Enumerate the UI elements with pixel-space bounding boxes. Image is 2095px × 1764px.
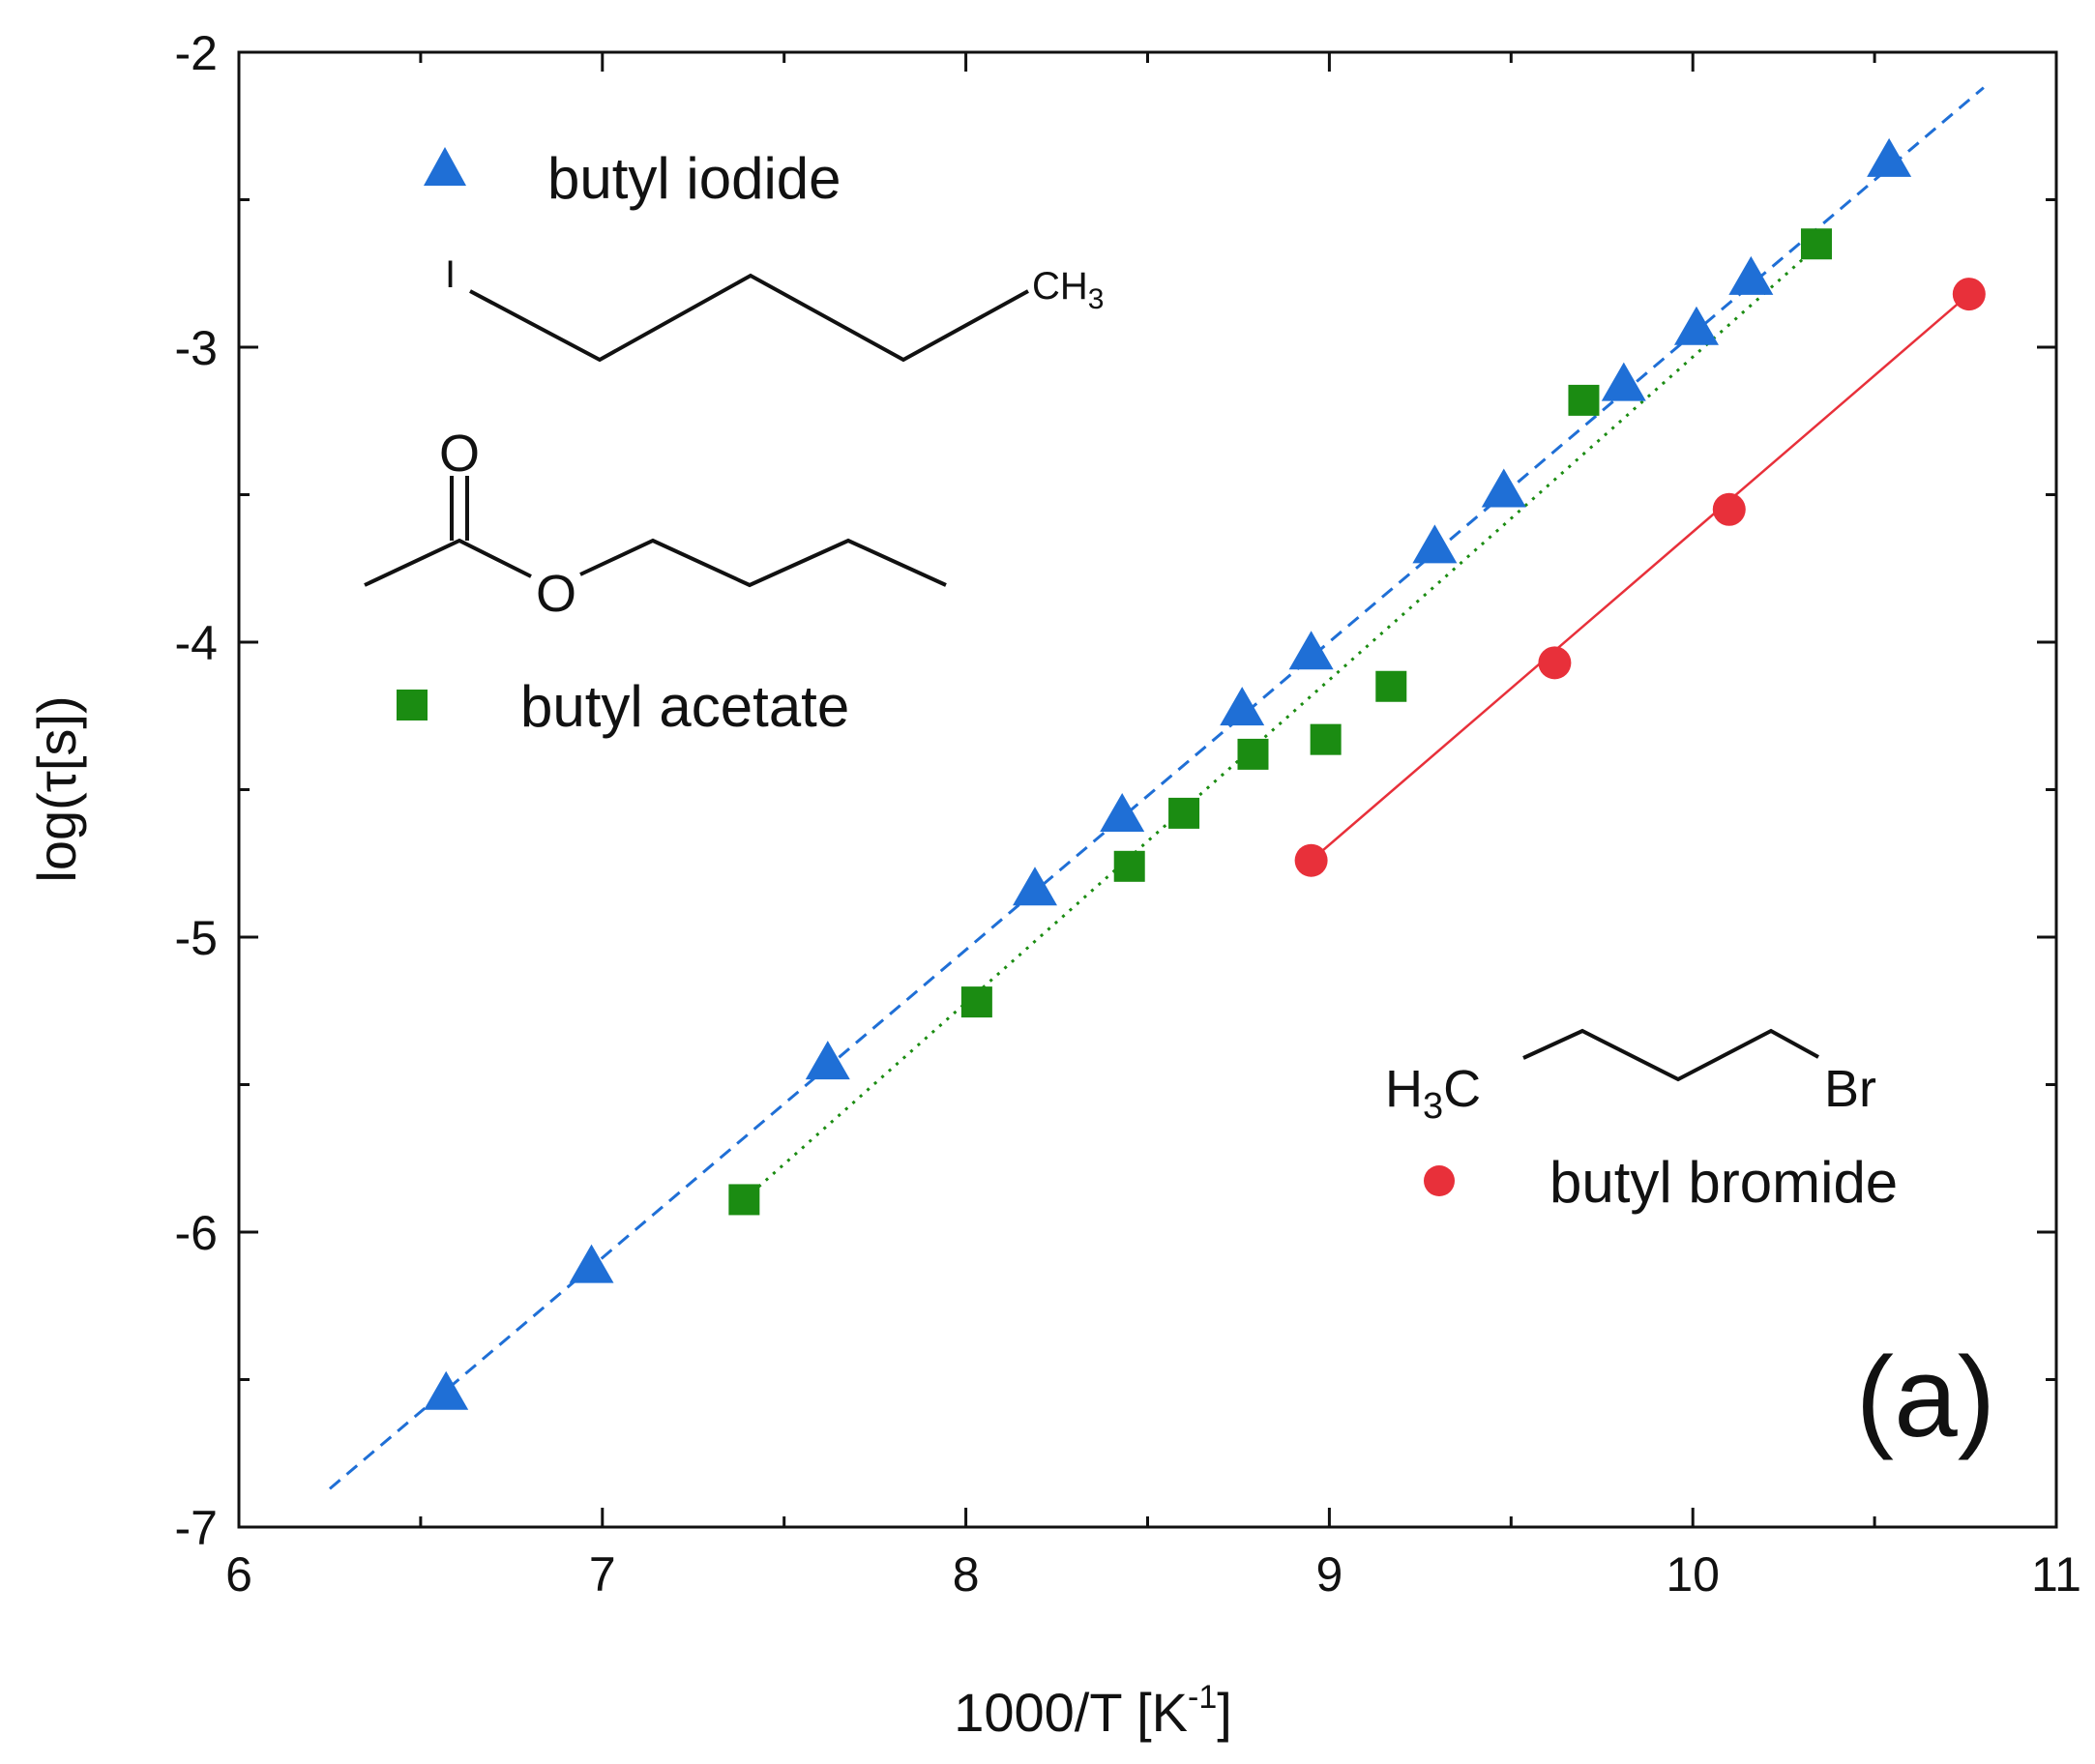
point-butyl-acetate bbox=[1113, 850, 1145, 882]
butyl-iodide-skeleton bbox=[469, 273, 1029, 363]
fit-line-butyl-acetate bbox=[743, 243, 1821, 1201]
legend-label-butyl-iodide: butyl iodide bbox=[547, 146, 841, 211]
legend-marker-butyl-bromide bbox=[1424, 1165, 1455, 1196]
point-butyl-acetate bbox=[1800, 228, 1832, 260]
legend-marker-butyl-iodide bbox=[424, 147, 466, 186]
plot-frame bbox=[237, 50, 2058, 1529]
axis-ticks bbox=[237, 50, 2058, 1529]
legend: butyl iodide butyl acetate butyl bromide bbox=[397, 146, 1898, 1215]
x-tick-label: 11 bbox=[2031, 1547, 2081, 1602]
legend-label-butyl-acetate: butyl acetate bbox=[520, 674, 849, 739]
butyl-bromide-structure: H3C Br bbox=[1385, 1028, 1876, 1127]
point-butyl-iodide bbox=[1867, 137, 1912, 177]
x-tick-label: 10 bbox=[1666, 1547, 1720, 1602]
x-tick-label: 7 bbox=[589, 1547, 616, 1602]
butyl-iodide-atom-ch3: CH3 bbox=[1032, 265, 1104, 315]
point-butyl-iodide bbox=[569, 1244, 614, 1283]
point-butyl-acetate bbox=[1310, 723, 1342, 755]
x-axis-title: 1000/T [K-1] bbox=[954, 1679, 1232, 1743]
x-tick-label: 6 bbox=[225, 1547, 252, 1602]
point-butyl-bromide bbox=[1952, 278, 1986, 311]
fit-lines bbox=[328, 86, 1985, 1490]
point-butyl-iodide bbox=[1728, 255, 1774, 295]
point-butyl-bromide bbox=[1538, 646, 1572, 680]
butyl-iodide-structure: I CH3 bbox=[445, 253, 1104, 363]
y-tick-label: -2 bbox=[175, 26, 218, 80]
x-tick-label: 8 bbox=[953, 1547, 980, 1602]
butyl-bromide-atom-h3c: H3C bbox=[1385, 1060, 1481, 1127]
butyl-acetate-ester-chain bbox=[579, 538, 947, 588]
y-tick-label: -6 bbox=[175, 1206, 218, 1260]
x-tick-label: 9 bbox=[1315, 1547, 1343, 1602]
y-axis-title: log(τ[s]) bbox=[26, 695, 87, 882]
tick-labels: 6 7 8 9 10 11 -7 -6 -5 -4 -3 -2 bbox=[175, 26, 2081, 1602]
point-butyl-bromide bbox=[1712, 492, 1746, 526]
point-butyl-iodide bbox=[1288, 631, 1334, 670]
y-tick-label: -5 bbox=[175, 911, 218, 965]
fit-line-butyl-bromide bbox=[1310, 293, 1970, 862]
point-butyl-bromide bbox=[1294, 843, 1328, 877]
point-butyl-acetate bbox=[728, 1184, 760, 1216]
y-tick-label: -3 bbox=[175, 321, 218, 375]
y-tick-label: -4 bbox=[175, 616, 218, 670]
butyl-acetate-atom-o-carbonyl: O bbox=[439, 425, 480, 483]
y-tick-label: -7 bbox=[175, 1501, 218, 1555]
point-butyl-iodide bbox=[1100, 792, 1145, 832]
butyl-acetate-atom-o-ester: O bbox=[536, 565, 576, 623]
point-butyl-acetate bbox=[1375, 670, 1407, 702]
butyl-acetate-structure: O O bbox=[364, 425, 947, 623]
point-butyl-iodide bbox=[424, 1370, 469, 1410]
point-butyl-acetate bbox=[960, 986, 992, 1018]
data-marks bbox=[424, 137, 1986, 1410]
butyl-acetate-chain bbox=[364, 538, 532, 587]
point-butyl-iodide bbox=[1673, 306, 1719, 345]
legend-marker-butyl-acetate bbox=[397, 690, 428, 720]
point-butyl-acetate bbox=[1237, 738, 1269, 770]
point-butyl-acetate bbox=[1568, 384, 1600, 416]
butyl-bromide-skeleton bbox=[1522, 1028, 1819, 1082]
point-butyl-iodide bbox=[1481, 468, 1526, 508]
butyl-bromide-atom-br: Br bbox=[1824, 1060, 1876, 1118]
butyl-iodide-atom-i: I bbox=[445, 253, 456, 296]
point-butyl-iodide bbox=[1220, 687, 1265, 726]
point-butyl-iodide bbox=[805, 1041, 850, 1080]
point-butyl-iodide bbox=[1412, 524, 1458, 564]
point-butyl-iodide bbox=[1013, 867, 1058, 906]
point-butyl-acetate bbox=[1168, 797, 1200, 829]
legend-label-butyl-bromide: butyl bromide bbox=[1549, 1150, 1898, 1215]
fit-line-butyl-iodide bbox=[328, 86, 1985, 1490]
panel-label: (a) bbox=[1856, 1334, 1995, 1461]
point-butyl-iodide bbox=[1601, 362, 1646, 401]
